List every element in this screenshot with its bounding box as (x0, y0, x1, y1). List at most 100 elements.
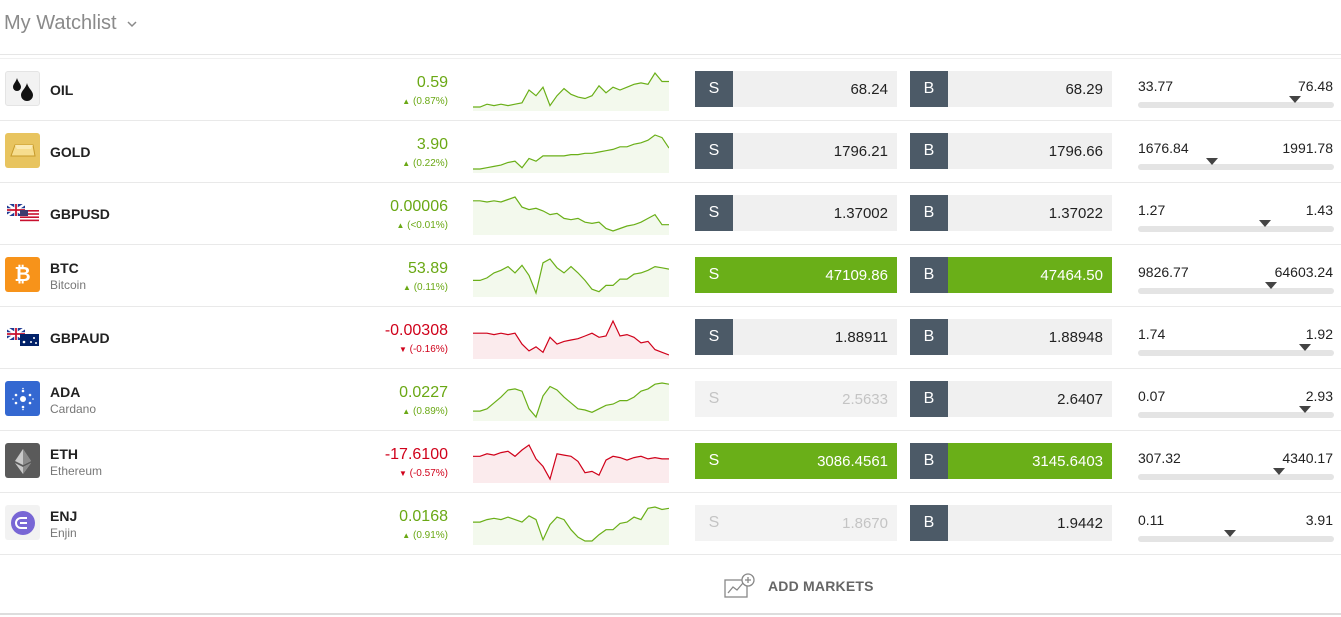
sell-label: S (695, 381, 733, 417)
range-high: 4340.17 (1282, 450, 1333, 466)
buy-label: B (910, 319, 948, 355)
buy-button[interactable]: B 1.88948 (910, 319, 1112, 355)
range-marker (1273, 468, 1285, 475)
sell-label: S (695, 257, 733, 293)
sell-button[interactable]: S 3086.4561 (695, 443, 897, 479)
range-marker (1265, 282, 1277, 289)
price-change: -17.6100 (384, 446, 448, 463)
range-bar (1138, 350, 1334, 356)
buy-button[interactable]: B 1.9442 (910, 505, 1112, 541)
instrument-name: Ethereum (50, 464, 103, 478)
range-high: 1991.78 (1282, 140, 1333, 156)
sell-button[interactable]: S 47109.86 (695, 257, 897, 293)
watchlist-row[interactable]: ADA Cardano 0.0227 ▲ (0.89%) S 2.5633 B 2.6407 0… (0, 369, 1341, 431)
price-change: 3.90 (416, 136, 448, 153)
sell-button[interactable]: S 2.5633 (695, 381, 897, 417)
watchlist-row[interactable]: ETH Ethereum -17.6100 ▼ (-0.57%) S 3086.4561 B… (0, 431, 1341, 493)
sparkline-chart (473, 444, 669, 483)
instrument-symbol[interactable]: GBPUSD (50, 206, 110, 222)
range-bar (1138, 536, 1334, 542)
buy-label: B (910, 71, 948, 107)
range-bar (1138, 102, 1334, 108)
sparkline-chart (473, 319, 669, 359)
buy-price: 68.29 (948, 71, 1112, 107)
arrow-down-icon: ▼ (398, 469, 407, 478)
buy-price: 1.9442 (948, 505, 1112, 541)
add-markets-label: ADD MARKETS (768, 578, 874, 594)
watchlist-row[interactable]: ₿ BTC Bitcoin 53.89 ▲ (0.11%) S 47109.86 B 47464… (0, 245, 1341, 307)
instrument-name: Enjin (50, 526, 77, 540)
instrument-symbol[interactable]: GBPAUD (50, 330, 110, 346)
range-high: 76.48 (1297, 78, 1333, 94)
range-low: 9826.77 (1138, 264, 1189, 280)
instrument-symbol[interactable]: ENJ (50, 508, 78, 524)
watchlist-footer: ADD MARKETS (0, 555, 1341, 617)
instrument-symbol[interactable]: OIL (50, 82, 74, 98)
sparkline-chart (473, 71, 669, 111)
buy-button[interactable]: B 47464.50 (910, 257, 1112, 293)
range-bar (1138, 474, 1334, 480)
instrument-symbol[interactable]: BTC (50, 260, 79, 276)
range-high: 1.92 (1305, 326, 1333, 342)
buy-label: B (910, 381, 948, 417)
range-low: 1.74 (1138, 326, 1166, 342)
instrument-symbol[interactable]: ETH (50, 446, 78, 462)
range-low: 33.77 (1138, 78, 1174, 94)
buy-label: B (910, 257, 948, 293)
range-low: 1.27 (1138, 202, 1166, 218)
range-low: 1676.84 (1138, 140, 1189, 156)
percent-change: ▲ (0.89%) (402, 406, 448, 417)
buy-price: 1.88948 (948, 319, 1112, 355)
price-change: 0.00006 (390, 198, 448, 215)
buy-button[interactable]: B 3145.6403 (910, 443, 1112, 479)
price-change: 0.0227 (399, 384, 448, 401)
buy-label: B (910, 505, 948, 541)
instrument-symbol[interactable]: GOLD (50, 144, 91, 160)
buy-button[interactable]: B 68.29 (910, 71, 1112, 107)
sell-price: 68.24 (733, 71, 897, 107)
buy-price: 1796.66 (948, 133, 1112, 169)
range-low: 0.11 (1138, 512, 1165, 528)
watchlist-row[interactable]: GOLD 3.90 ▲ (0.22%) S 1796.21 B 1796.66 1676.84… (0, 121, 1341, 183)
watchlist-header: My Watchlist (0, 0, 1341, 55)
range-marker (1289, 96, 1301, 103)
watchlist-row[interactable]: GBPUSD 0.00006 ▲ (<0.01%) S 1.37002 B 1.37022 1… (0, 183, 1341, 245)
instrument-name: Cardano (50, 402, 97, 416)
arrow-up-icon: ▲ (402, 97, 411, 106)
buy-button[interactable]: B 1796.66 (910, 133, 1112, 169)
add-chart-icon (724, 573, 755, 598)
sell-price: 1796.21 (733, 133, 897, 169)
add-markets-button[interactable]: ADD MARKETS (724, 573, 874, 599)
range-high: 3.91 (1305, 512, 1333, 528)
sell-button[interactable]: S 68.24 (695, 71, 897, 107)
price-change: 53.89 (407, 260, 448, 277)
watchlist-row[interactable]: OIL 0.59 ▲ (0.87%) S 68.24 B 68.29 33.77 76.48 (0, 59, 1341, 121)
price-change: 0.59 (416, 74, 448, 91)
sell-label: S (695, 195, 733, 231)
sell-button[interactable]: S 1796.21 (695, 133, 897, 169)
watchlist-row[interactable]: ENJ Enjin 0.0168 ▲ (0.91%) S 1.8670 B 1.9442 0.1… (0, 493, 1341, 555)
price-change: 0.0168 (399, 508, 448, 525)
watchlist-row[interactable]: GBPAUD -0.00308 ▼ (-0.16%) S 1.88911 B 1.88948… (0, 307, 1341, 369)
sparkline-chart (473, 258, 669, 297)
arrow-up-icon: ▲ (403, 283, 411, 292)
sell-label: S (695, 505, 733, 541)
sell-button[interactable]: S 1.88911 (695, 319, 897, 355)
arrow-up-icon: ▲ (402, 531, 411, 540)
instrument-symbol[interactable]: ADA (50, 384, 81, 400)
sell-price: 1.88911 (733, 319, 897, 355)
range-high: 1.43 (1305, 202, 1333, 218)
range-bar (1138, 226, 1334, 232)
buy-label: B (910, 195, 948, 231)
sparkline-chart (473, 506, 669, 545)
buy-price: 2.6407 (948, 381, 1112, 417)
buy-button[interactable]: B 2.6407 (910, 381, 1112, 417)
range-marker (1299, 344, 1311, 351)
sell-button[interactable]: S 1.37002 (695, 195, 897, 231)
sell-button[interactable]: S 1.8670 (695, 505, 897, 541)
buy-button[interactable]: B 1.37022 (910, 195, 1112, 231)
sell-label: S (695, 71, 733, 107)
range-bar (1138, 412, 1334, 418)
watchlist-title-dropdown[interactable]: My Watchlist (4, 12, 139, 35)
sell-label: S (695, 443, 733, 479)
